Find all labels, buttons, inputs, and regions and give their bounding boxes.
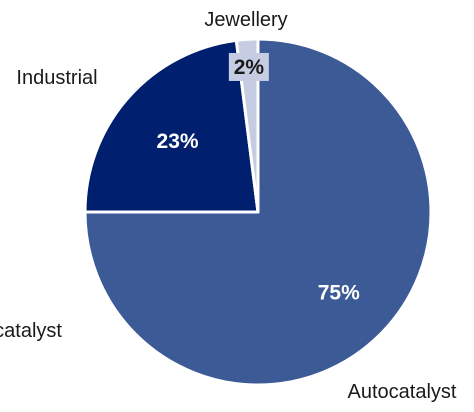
pie-value-label-box (228, 52, 269, 81)
pie-category-label-industrial: Industrial (16, 67, 97, 89)
pie-value-label-jewellery: 2% (228, 52, 269, 81)
pie-value-text-jewellery: 2% (234, 56, 265, 79)
pie-slice-jewellery (234, 37, 260, 214)
pie-labels: 75% Autocatalyst 23% Industrial 2% Jewellery A… (0, 9, 457, 403)
pie-value-label-industrial: 23% (157, 130, 199, 153)
pie-slice-industrial (83, 38, 260, 214)
pie-value-text-industrial: 23% (157, 130, 199, 153)
pie-value-label-autocatalyst: 75% (318, 282, 360, 305)
pie-category-label-jewellery: Jewellery (204, 9, 287, 31)
pie-category-label-clipped: Autocatalyst (0, 320, 62, 342)
pie-value-text-autocatalyst: 75% (318, 282, 360, 305)
pie-slices (83, 37, 433, 387)
pie-category-label-autocatalyst: Autocatalyst (348, 381, 457, 403)
